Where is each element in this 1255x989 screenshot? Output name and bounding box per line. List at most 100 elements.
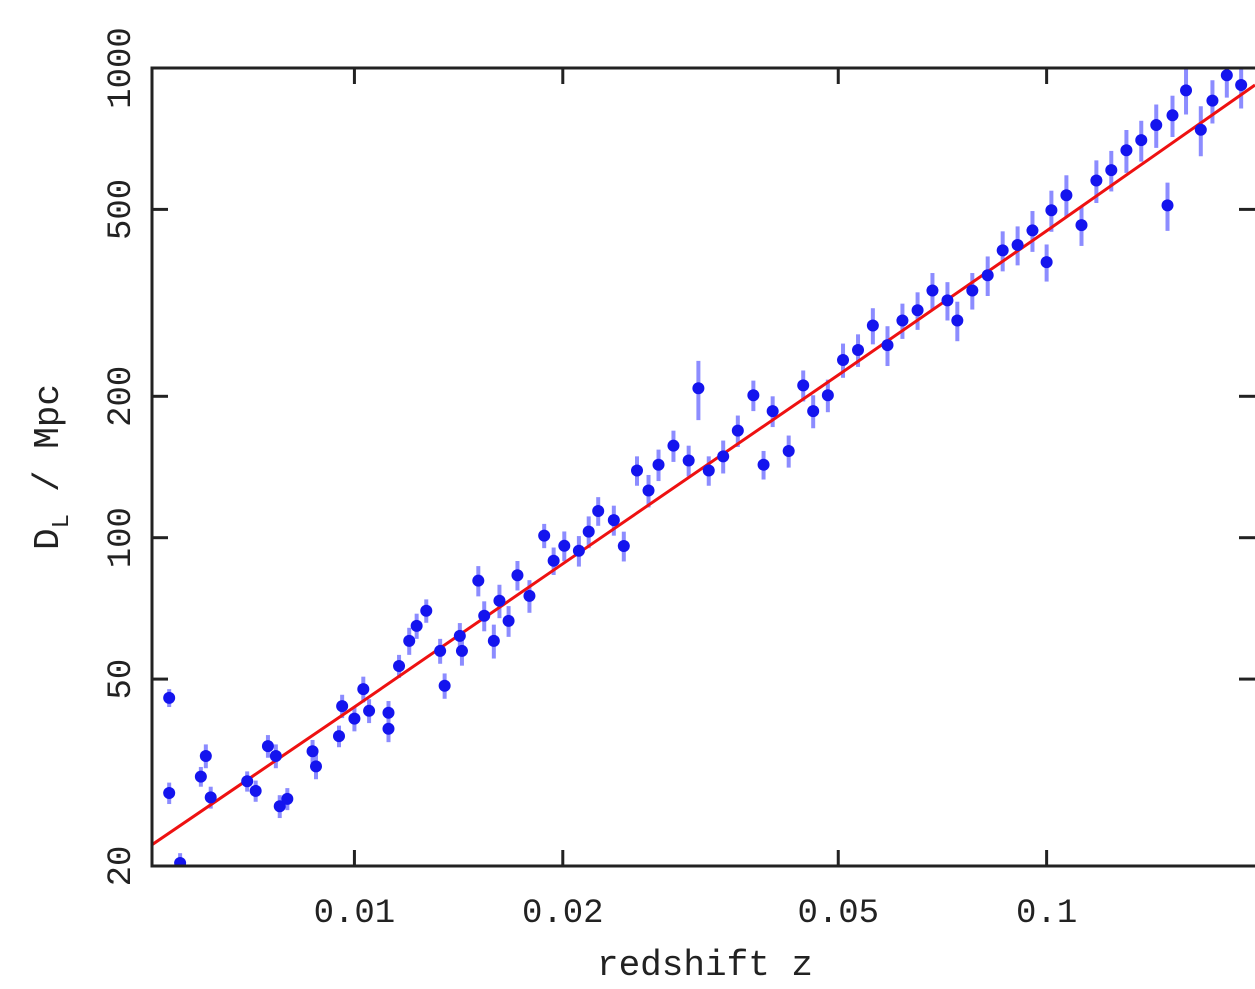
data-point: [1161, 199, 1174, 212]
data-point: [403, 634, 416, 647]
data-point: [807, 405, 820, 418]
data-point: [194, 770, 207, 783]
y-label-symbol: D: [28, 528, 69, 550]
data-point: [163, 787, 176, 800]
data-point: [572, 544, 585, 557]
y-tick-label: 20: [103, 846, 141, 887]
data-point: [420, 604, 433, 617]
y-label-unit: / Mpc: [28, 384, 69, 492]
data-point: [1206, 94, 1219, 107]
data-point: [797, 379, 810, 392]
data-point: [174, 856, 187, 866]
y-tick-label: 1000: [103, 27, 141, 109]
data-point: [357, 683, 370, 696]
data-point: [592, 504, 605, 517]
data-point: [731, 424, 744, 437]
data-point: [837, 353, 850, 366]
data-point: [249, 784, 262, 797]
y-tick-label: 500: [103, 179, 141, 240]
data-point: [896, 314, 909, 327]
data-point: [438, 679, 451, 692]
data-point: [1120, 144, 1133, 157]
data-point: [747, 389, 760, 402]
data-point: [692, 382, 705, 395]
x-tick-label: 0.1: [1016, 895, 1077, 933]
data-point: [382, 706, 395, 719]
data-point: [511, 569, 524, 582]
data-point: [261, 740, 274, 753]
data-point: [682, 454, 695, 467]
data-point: [204, 791, 217, 804]
data-point: [866, 319, 879, 332]
data-point: [1026, 224, 1039, 237]
data-point: [273, 800, 286, 813]
x-axis-label: redshift z: [597, 945, 813, 986]
data-point: [757, 458, 770, 471]
data-point: [782, 444, 795, 457]
data-point: [1194, 123, 1207, 136]
y-tick-label: 100: [103, 507, 141, 568]
data-point: [455, 644, 468, 657]
data-point: [1090, 174, 1103, 187]
data-point: [523, 589, 536, 602]
data-point: [453, 629, 466, 642]
data-point: [652, 458, 665, 471]
data-point: [821, 389, 834, 402]
data-point: [1060, 189, 1073, 202]
data-point: [472, 574, 485, 587]
data-point: [1075, 219, 1088, 232]
data-point: [852, 343, 865, 356]
data-point: [306, 745, 319, 758]
data-point: [617, 540, 630, 553]
data-point: [766, 405, 779, 418]
data-point: [547, 554, 560, 567]
axes: 0.01 0.02 0.05 0.1 20 50 100 200 500 1000: [103, 27, 1255, 933]
data-point: [702, 464, 715, 477]
x-tick-label: 0.05: [797, 895, 879, 933]
data-point: [941, 294, 954, 307]
data-point: [607, 514, 620, 527]
data-point: [1150, 119, 1163, 132]
data-point: [911, 304, 924, 317]
x-tick-label: 0.01: [314, 895, 396, 933]
data-point: [667, 439, 680, 452]
data-point: [502, 614, 515, 627]
y-tick-label: 200: [103, 366, 141, 427]
fit-line: [152, 83, 1255, 846]
data-point: [1180, 84, 1193, 97]
data-point: [558, 539, 571, 552]
data-point: [631, 464, 644, 477]
data-point: [881, 339, 894, 352]
data-point: [1166, 109, 1179, 122]
data-point: [163, 691, 176, 704]
data-point: [717, 450, 730, 463]
data-point: [199, 749, 212, 762]
data-point: [642, 484, 655, 497]
data-point: [981, 269, 994, 282]
data-point: [382, 722, 395, 735]
data-point: [393, 660, 406, 673]
data-point: [363, 704, 376, 717]
plot-area: [152, 68, 1255, 866]
data-point: [478, 609, 491, 622]
data-point: [281, 792, 294, 805]
data-point: [582, 525, 595, 538]
data-point: [269, 749, 282, 762]
data-point: [996, 244, 1009, 257]
data-point: [493, 594, 506, 607]
data-point: [1105, 164, 1118, 177]
axes-frame: [150, 66, 1255, 868]
data-point: [333, 730, 346, 743]
y-tick-label: 50: [103, 659, 141, 700]
data-point: [336, 700, 349, 713]
y-axis-label: DL / Mpc: [28, 384, 76, 550]
data-point: [348, 712, 361, 725]
x-tick-label: 0.02: [522, 895, 604, 933]
data-point: [951, 314, 964, 327]
data-point: [1045, 204, 1058, 217]
data-point: [487, 634, 500, 647]
data-point: [309, 760, 322, 773]
data-point: [1040, 256, 1053, 269]
data-point: [241, 775, 254, 788]
data-point: [1235, 79, 1248, 92]
